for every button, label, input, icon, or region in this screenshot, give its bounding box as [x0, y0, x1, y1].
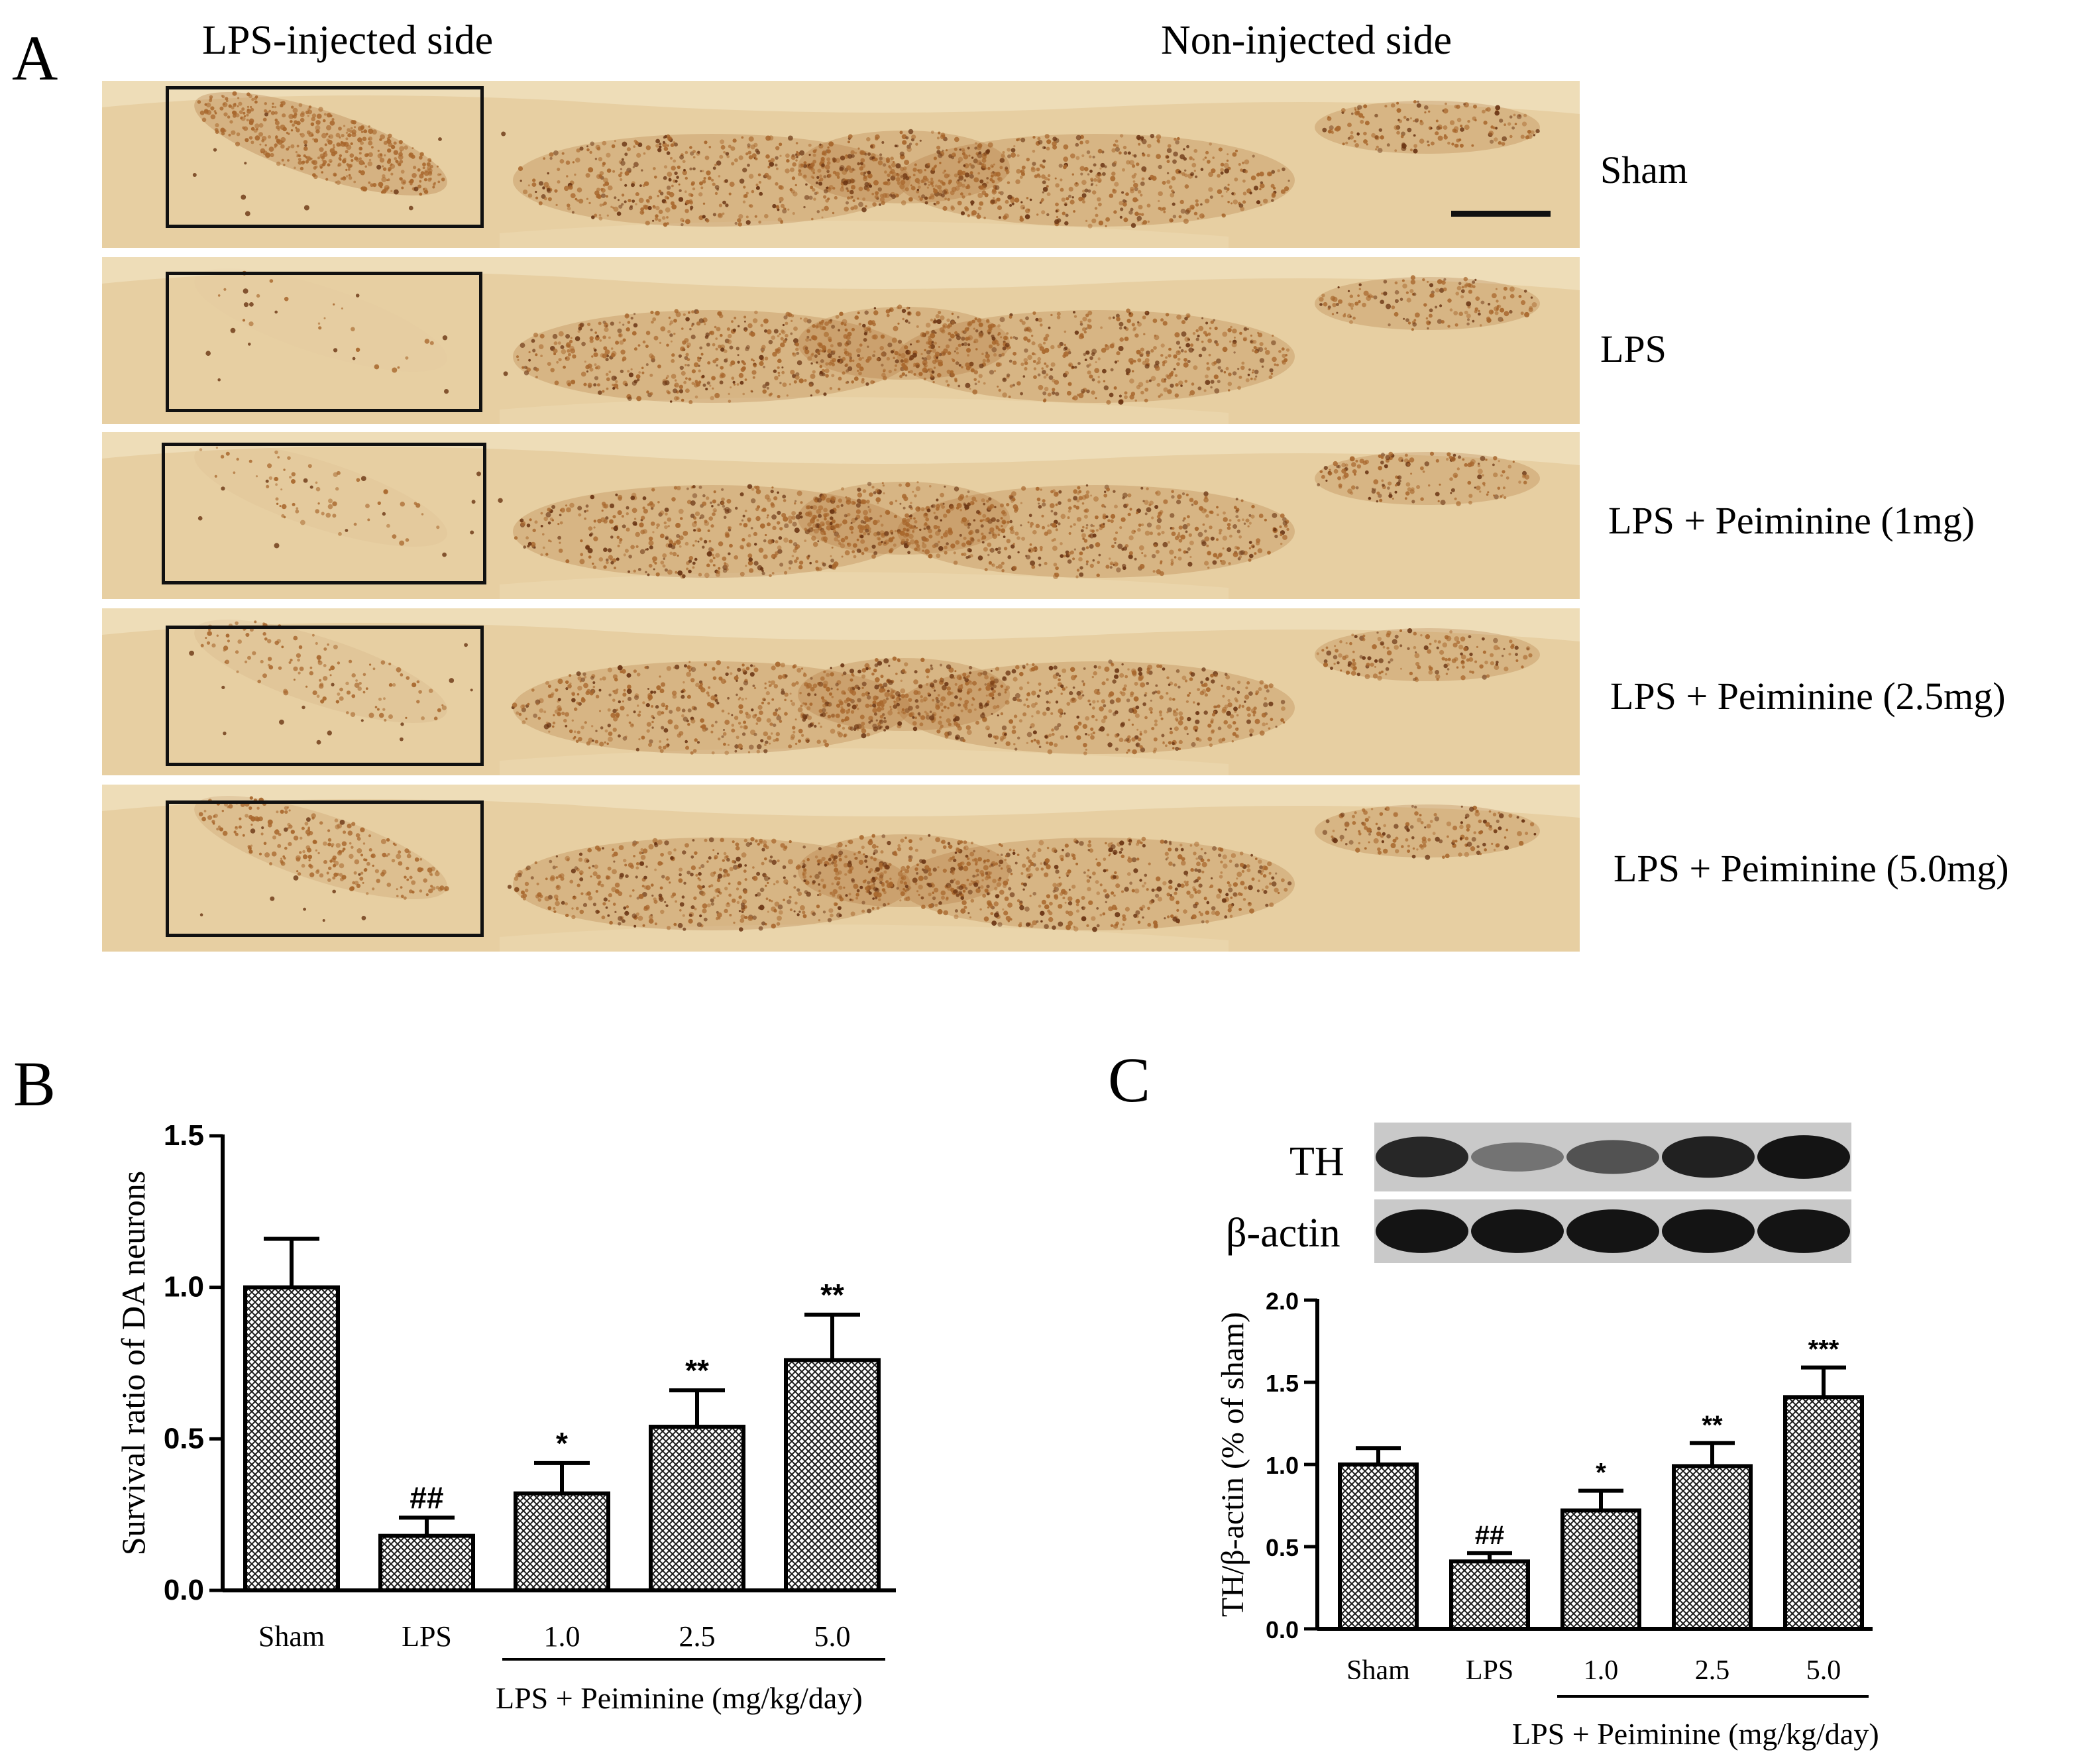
th-blot-strip-band-4: [1757, 1135, 1850, 1179]
panel-b-letter: B: [13, 1048, 56, 1119]
th-blot-strip-band-2: [1566, 1140, 1659, 1174]
chart-c-category-label-0: Sham: [1346, 1655, 1410, 1686]
row-label-sham: Sham: [1600, 148, 1688, 192]
roi-box-3: [166, 626, 484, 766]
chart-b-annotation-3: **: [685, 1353, 709, 1388]
chart-b-bar-3: [649, 1425, 745, 1593]
th-blot-strip-band-0: [1376, 1136, 1468, 1178]
chart-b-category-label-4: 5.0: [814, 1620, 851, 1653]
chart-c-category-label-3: 2.5: [1695, 1655, 1730, 1686]
chart-b-annotation-2: *: [556, 1426, 568, 1461]
panel-c-group-caption: LPS + Peiminine (mg/kg/day): [1512, 1717, 1879, 1751]
panel-a-letter: A: [12, 23, 58, 93]
th-blot-strip-band-1: [1471, 1142, 1564, 1172]
chart-b-bar-2: [514, 1491, 610, 1592]
chart-c-y-axis-label: TH/β-actin (% of sham): [1215, 1312, 1250, 1617]
chart-c-annotation-4: ***: [1808, 1335, 1839, 1364]
actin-blot-strip-band-3: [1662, 1209, 1755, 1253]
chart-b-ytick-label-1: 0.5: [164, 1422, 204, 1455]
chart-b-bar-4: [784, 1358, 881, 1593]
chart-c-ytick-label-2: 1.0: [1266, 1452, 1299, 1479]
chart-c-bar-0: [1338, 1462, 1419, 1631]
chart-b-annotation-4: **: [820, 1278, 844, 1312]
scale-bar: [1451, 211, 1551, 217]
th-blot-strip-band-3: [1662, 1136, 1755, 1178]
chart-b-bar-0: [243, 1285, 340, 1592]
blot-label-th: TH: [1289, 1139, 1344, 1184]
panel-b-group-caption: LPS + Peiminine (mg/kg/day): [496, 1681, 863, 1715]
chart-c-annotation-1: ##: [1475, 1521, 1505, 1550]
chart-b-y-axis-label: Survival ratio of DA neurons: [115, 1171, 152, 1555]
panel-c-letter: C: [1108, 1044, 1151, 1115]
chart-b-ytick-label-3: 1.5: [164, 1119, 204, 1152]
chart-c-ytick-label-1: 0.5: [1266, 1534, 1299, 1561]
chart-c-bar-3: [1672, 1464, 1753, 1631]
chart-c-category-label-2: 1.0: [1584, 1655, 1619, 1686]
blot-label-beta-actin: β-actin: [1226, 1211, 1341, 1256]
chart-c-ytick-label-0: 0.0: [1266, 1616, 1299, 1643]
roi-box-0: [166, 86, 484, 228]
row-label-peiminine-1mg: LPS + Peiminine (1mg): [1608, 499, 1975, 542]
ihc-section-1: [102, 257, 1580, 424]
ihc-section-4: [102, 785, 1580, 952]
actin-blot-strip-band-1: [1471, 1209, 1564, 1253]
chart-b-category-label-3: 2.5: [679, 1620, 716, 1653]
chart-c-bar-2: [1560, 1508, 1641, 1631]
chart-b-category-label-2: 1.0: [544, 1620, 580, 1653]
actin-blot-strip: [1374, 1199, 1851, 1263]
actin-blot-strip-band-0: [1376, 1209, 1468, 1253]
chart-c-ytick-label-4: 2.0: [1266, 1288, 1299, 1315]
th-blot-strip: [1374, 1123, 1851, 1191]
non-injected-side-heading: Non-injected side: [1161, 18, 1452, 63]
roi-box-1: [166, 272, 482, 412]
chart-c-category-label-4: 5.0: [1806, 1655, 1841, 1686]
ihc-section-2: [102, 432, 1580, 599]
row-label-lps: LPS: [1600, 327, 1667, 370]
chart-c-bar-1: [1449, 1559, 1530, 1631]
chart-b-bar-1: [378, 1533, 475, 1592]
ihc-section-3: [102, 608, 1580, 775]
chart-c-annotation-3: **: [1702, 1411, 1723, 1440]
actin-blot-strip-band-4: [1757, 1209, 1850, 1253]
chart-b-ytick-label-2: 1.0: [164, 1271, 204, 1303]
chart-c-category-label-1: LPS: [1466, 1655, 1513, 1686]
roi-box-2: [162, 443, 486, 584]
actin-blot-strip-band-2: [1566, 1209, 1659, 1253]
chart-c-bar-4: [1783, 1395, 1864, 1631]
lps-injected-side-heading: LPS-injected side: [202, 18, 494, 63]
chart-b-ytick-label-0: 0.0: [164, 1574, 204, 1606]
chart-c-annotation-2: *: [1596, 1459, 1606, 1488]
row-label-peiminine-2-5mg: LPS + Peiminine (2.5mg): [1610, 675, 2006, 718]
chart-b-annotation-1: ##: [410, 1480, 443, 1515]
chart-c-ytick-label-3: 1.5: [1266, 1370, 1299, 1397]
chart-b-category-label-1: LPS: [402, 1620, 452, 1653]
ihc-section-0: [102, 81, 1580, 248]
row-label-peiminine-5mg: LPS + Peiminine (5.0mg): [1614, 847, 2009, 890]
chart-b-category-label-0: Sham: [258, 1620, 325, 1653]
roi-box-4: [166, 800, 484, 937]
